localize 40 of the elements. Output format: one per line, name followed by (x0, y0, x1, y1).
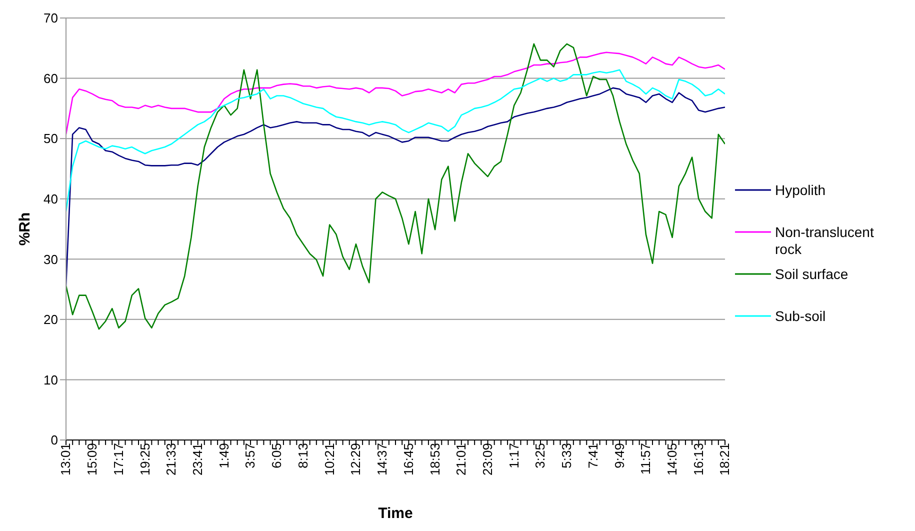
y-tick-label: 40 (44, 191, 58, 206)
x-tick-label: 18:53 (427, 443, 442, 476)
x-tick-label: 14:37 (374, 443, 390, 476)
x-tick-label: 14:05 (664, 443, 680, 476)
legend-label: Non-translucent rock (775, 224, 875, 258)
y-tick-label: 30 (44, 252, 58, 267)
x-tick-label: 1:49 (216, 443, 232, 468)
x-tick-label: 23:09 (480, 443, 495, 476)
y-tick-label: 50 (44, 131, 58, 146)
y-tick-label: 20 (44, 312, 58, 328)
y-tick-label: 70 (44, 10, 58, 26)
x-tick-label: 18:21 (717, 443, 732, 476)
x-tick-label: 13:01 (58, 443, 74, 476)
x-tick-label: 16:13 (690, 443, 706, 476)
x-tick-label: 19:25 (137, 443, 152, 476)
x-tick-label: 23:41 (190, 443, 206, 476)
x-tick-label: 3:57 (242, 443, 258, 468)
x-tick-label: 3:25 (532, 443, 548, 468)
legend-label: Hypolith (775, 182, 826, 198)
x-tick-label: 1:17 (506, 443, 522, 468)
legend-label: Soil surface (775, 266, 848, 282)
x-tick-label: 21:01 (454, 443, 469, 476)
x-tick-label: 9:49 (612, 443, 627, 468)
x-tick-label: 5:33 (559, 443, 574, 468)
y-tick-label: 10 (44, 372, 58, 388)
x-tick-label: 21:33 (164, 443, 179, 476)
legend-label: Sub-soil (775, 308, 826, 324)
x-axis-title: Time (378, 505, 413, 522)
y-tick-label: 60 (44, 70, 58, 86)
x-tick-label: 15:09 (84, 443, 100, 476)
y-tick-label: 0 (50, 432, 58, 448)
x-tick-label: 8:13 (295, 443, 310, 468)
x-tick-label: 10:21 (322, 443, 337, 476)
x-tick-label: 17:17 (110, 443, 126, 476)
x-tick-label: 12:29 (348, 443, 364, 476)
x-tick-label: 6:05 (269, 443, 284, 468)
x-tick-label: 11:57 (638, 443, 654, 475)
x-tick-label: 7:41 (585, 443, 600, 468)
y-axis-title: %Rh (16, 212, 34, 246)
x-tick-label: 16:45 (400, 443, 416, 476)
